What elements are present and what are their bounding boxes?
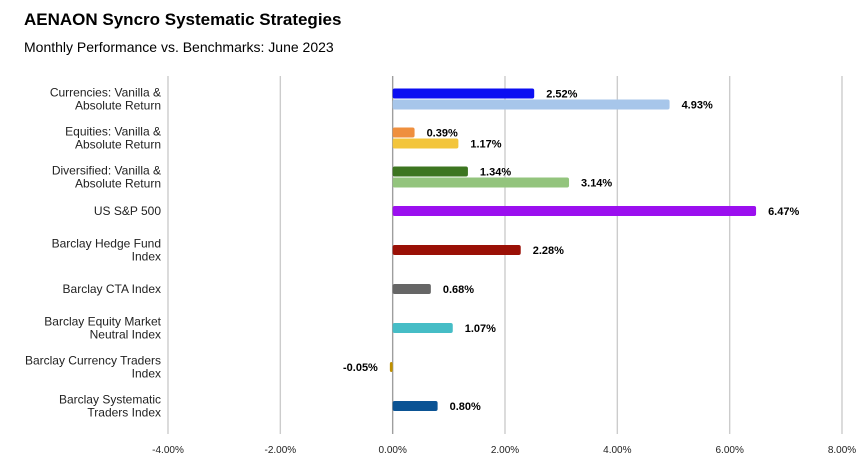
chart-subtitle: Monthly Performance vs. Benchmarks: June… <box>24 39 334 55</box>
bar <box>392 127 415 138</box>
data-label: 4.93% <box>682 100 713 112</box>
x-tick-label: 6.00% <box>715 445 743 456</box>
data-label: 6.47% <box>768 206 799 218</box>
data-labels: 2.52% 4.93% 0.39% 1.17% 1.34% 3.14% 6.47% 2.28%… <box>343 89 799 414</box>
category-labels: Currencies: Vanilla &Absolute ReturnEqui… <box>25 86 162 420</box>
bar <box>392 245 521 255</box>
bar <box>392 206 757 216</box>
data-label: 2.52% <box>546 89 577 101</box>
category-label: Barclay Systematic <box>59 393 161 407</box>
category-label: Barclay Hedge Fund <box>52 237 161 251</box>
bar <box>392 284 431 294</box>
category-label: Index <box>132 367 161 381</box>
x-tick-label: 4.00% <box>603 445 631 456</box>
bar <box>392 88 535 99</box>
bar <box>392 138 459 149</box>
chart-title: AENAON Syncro Systematic Strategies <box>24 10 342 29</box>
bars <box>389 88 757 411</box>
x-axis-ticks: -4.00% -2.00% 0.00% 2.00% 4.00% 6.00% 8.00% <box>152 445 856 456</box>
x-tick-label: -4.00% <box>152 445 184 456</box>
bar <box>392 323 453 333</box>
category-label: Absolute Return <box>75 138 161 152</box>
x-tick-label: 8.00% <box>828 445 856 456</box>
category-label: Barclay Currency Traders <box>25 354 161 368</box>
bar <box>392 99 670 110</box>
data-label: 1.07% <box>465 323 496 335</box>
data-label: -0.05% <box>343 362 378 374</box>
gridlines <box>167 76 843 434</box>
data-label: 2.28% <box>533 245 564 257</box>
bar <box>392 401 438 411</box>
category-label: Currencies: Vanilla & <box>50 86 161 100</box>
category-label: Barclay CTA Index <box>63 282 161 296</box>
x-tick-label: 2.00% <box>491 445 519 456</box>
data-label: 0.39% <box>427 128 458 140</box>
bar <box>392 177 570 188</box>
x-tick-label: -2.00% <box>264 445 296 456</box>
bar <box>389 362 393 372</box>
data-label: 1.17% <box>470 139 501 151</box>
category-label: Equities: Vanilla & <box>65 125 161 139</box>
data-label: 1.34% <box>480 167 511 179</box>
category-label: US S&P 500 <box>94 204 161 218</box>
category-label: Traders Index <box>87 406 161 420</box>
data-label: 0.68% <box>443 284 474 296</box>
data-label: 3.14% <box>581 178 612 190</box>
category-label: Neutral Index <box>90 328 161 342</box>
category-label: Index <box>132 250 161 264</box>
bar <box>392 166 468 177</box>
x-tick-label: 0.00% <box>378 445 406 456</box>
category-label: Absolute Return <box>75 99 161 113</box>
category-label: Absolute Return <box>75 177 161 191</box>
category-label: Diversified: Vanilla & <box>52 164 161 178</box>
category-label: Barclay Equity Market <box>44 315 161 329</box>
data-label: 0.80% <box>450 401 481 413</box>
